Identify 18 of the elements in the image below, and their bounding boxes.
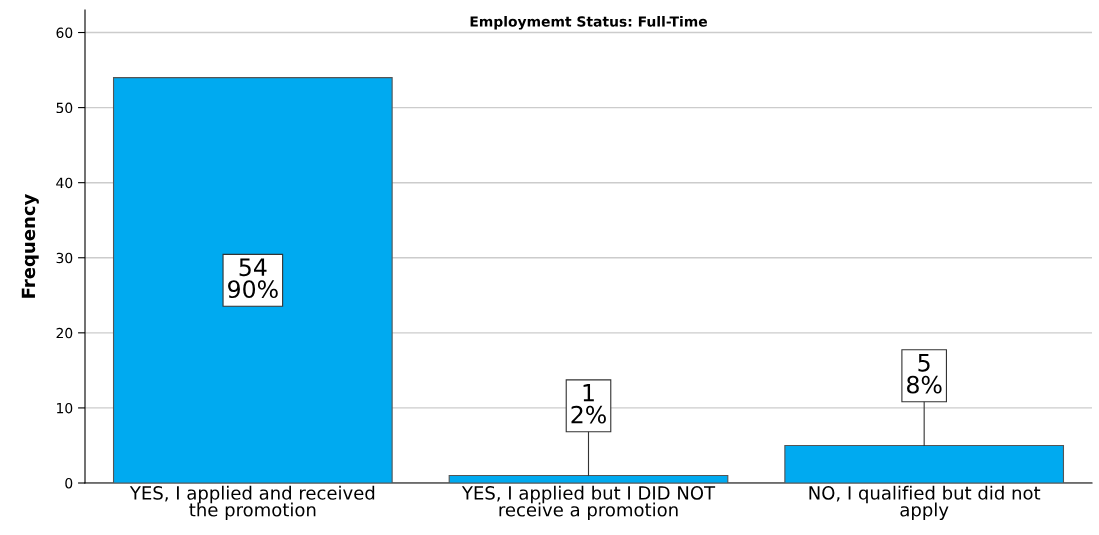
bar: [112, 77, 393, 483]
data-label: 5 8%: [907, 354, 942, 394]
bar: [448, 474, 729, 483]
y-tick-label: 20: [56, 327, 73, 339]
y-tick-label: 50: [56, 102, 73, 114]
x-tick-label: YES, I applied and received the promotion: [129, 485, 375, 521]
data-label: 1 2%: [571, 384, 606, 424]
chart-title: Employmemt Status: Full-Time: [470, 16, 707, 30]
y-tick-label: 40: [56, 177, 73, 189]
y-tick-label: 60: [56, 27, 73, 38]
data-label: 54 90%: [228, 258, 278, 299]
x-tick-label: NO, I qualified but did not apply: [809, 485, 1041, 521]
bar: [784, 444, 1065, 483]
y-tick-label: 0: [65, 477, 73, 489]
y-axis-title: Frequency: [21, 193, 39, 298]
y-tick-label: 10: [57, 402, 73, 414]
y-tick-label: 30: [56, 252, 73, 264]
x-tick-label: YES, I applied but I DID NOT receive a promotion: [461, 485, 716, 521]
